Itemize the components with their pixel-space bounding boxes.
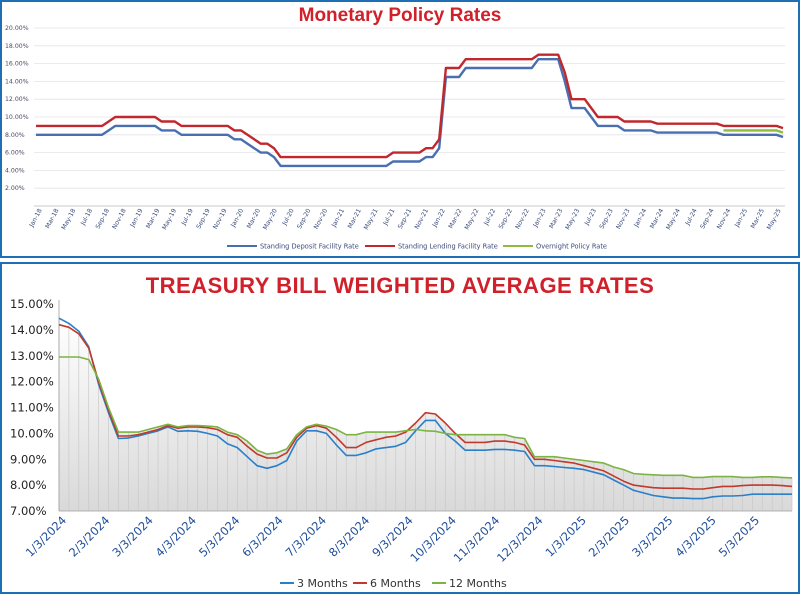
y-tick-label: 8.00% bbox=[10, 478, 47, 492]
x-tick-label: Jan-18 bbox=[28, 208, 44, 230]
x-tick-label: 1/3/2025 bbox=[542, 513, 588, 559]
x-tick-label: Mar-22 bbox=[447, 208, 463, 230]
x-tick-label: Jan-19 bbox=[129, 208, 145, 230]
x-tick-label: Nov-21 bbox=[414, 208, 431, 231]
x-tick-label: 8/3/2024 bbox=[326, 513, 372, 559]
x-tick-label: 10/3/2024 bbox=[407, 513, 459, 565]
x-tick-label: Mar-21 bbox=[347, 208, 363, 230]
monetary-policy-chart: 2.00% 4.00% 6.00% 8.00% 10.00% 12.00% 14.00% 16… bbox=[5, 25, 785, 251]
x-tick-label: May-18 bbox=[60, 208, 77, 231]
y-tick-label: 8.00% bbox=[5, 132, 25, 139]
x-tick-label: Sep-23 bbox=[598, 208, 614, 231]
x-tick-label: 12/3/2024 bbox=[494, 513, 546, 565]
y-tick-label: 9.00% bbox=[10, 452, 47, 466]
x-tick-label: Sep-22 bbox=[498, 208, 514, 231]
x-tick-label: May-22 bbox=[464, 208, 481, 231]
y-tick-label: 13.00% bbox=[10, 349, 54, 363]
x-tick-label: Jul-24 bbox=[684, 208, 699, 228]
x-tick-label: Nov-18 bbox=[111, 208, 128, 231]
legend-label: Standing Lending Facility Rate bbox=[398, 243, 498, 251]
y-tick-label: 15.00% bbox=[10, 297, 54, 311]
series-line-2 bbox=[723, 129, 784, 134]
x-tick-label: 4/3/2024 bbox=[153, 513, 199, 559]
x-tick-label: May-20 bbox=[262, 208, 279, 231]
chart-title: TREASURY BILL WEIGHTED AVERAGE RATES bbox=[145, 273, 655, 298]
y-tick-label: 10.00% bbox=[10, 426, 54, 440]
x-tick-label: Sep-24 bbox=[699, 208, 715, 231]
treasury-bill-chart: 7.00% 8.00% 9.00% 10.00% 11.00% 12.00% 13.00% 1… bbox=[10, 297, 793, 590]
y-tick-label: 18.00% bbox=[5, 43, 29, 50]
x-tick-label: 2/3/2025 bbox=[586, 513, 632, 559]
x-tick-label: Jan-22 bbox=[431, 208, 447, 230]
series-line-0 bbox=[36, 58, 784, 168]
y-tick-label: 14.00% bbox=[10, 323, 54, 337]
treasury-bill-chart-panel: TREASURY BILL WEIGHTED AVERAGE RATES 7.0… bbox=[0, 262, 800, 594]
series-line-1 bbox=[36, 53, 784, 159]
x-tick-label: 5/3/2025 bbox=[716, 513, 762, 559]
x-tick-label: May-23 bbox=[564, 208, 581, 231]
x-tick-label: 3/3/2024 bbox=[109, 513, 155, 559]
x-tick-label: Nov-23 bbox=[615, 208, 632, 231]
y-tick-label: 4.00% bbox=[5, 167, 25, 174]
x-tick-label: Sep-20 bbox=[296, 208, 312, 231]
x-tick-label: 4/3/2025 bbox=[672, 513, 718, 559]
x-tick-label: Nov-20 bbox=[313, 208, 330, 231]
y-tick-label: 20.00% bbox=[5, 25, 29, 32]
x-tick-label: 2/3/2024 bbox=[66, 513, 112, 559]
x-tick-label: Jul-21 bbox=[382, 208, 397, 228]
x-tick-label: Nov-24 bbox=[716, 208, 733, 231]
x-tick-label: Jan-21 bbox=[330, 208, 346, 230]
x-tick-label: Jan-20 bbox=[229, 208, 245, 230]
legend-label: 12 Months bbox=[449, 577, 507, 590]
legend-label: Overnight Policy Rate bbox=[536, 243, 607, 251]
x-tick-label: Sep-21 bbox=[397, 208, 413, 231]
x-tick-label: Jan-24 bbox=[633, 208, 649, 230]
x-tick-label: Jan-23 bbox=[532, 208, 548, 230]
x-tick-label: Nov-19 bbox=[212, 208, 229, 231]
x-tick-label: May-24 bbox=[665, 208, 682, 231]
chart-title: Monetary Policy Rates bbox=[298, 5, 502, 26]
y-tick-label: 7.00% bbox=[10, 504, 47, 518]
x-tick-label: Mar-19 bbox=[145, 208, 161, 230]
y-tick-label: 12.00% bbox=[5, 96, 29, 103]
x-tick-label: May-25 bbox=[766, 208, 783, 231]
y-tick-label: 12.00% bbox=[10, 375, 54, 389]
x-tick-label: Jul-19 bbox=[180, 208, 195, 228]
x-tick-label: 6/3/2024 bbox=[239, 513, 285, 559]
series-line-0 bbox=[58, 317, 792, 500]
y-tick-label: 16.00% bbox=[5, 61, 29, 68]
legend-label: Standing Deposit Facility Rate bbox=[260, 243, 359, 251]
x-tick-label: May-19 bbox=[161, 208, 178, 231]
x-tick-label: 7/3/2024 bbox=[283, 513, 329, 559]
x-tick-label: Mar-25 bbox=[750, 208, 766, 230]
legend-label: 3 Months bbox=[297, 577, 348, 590]
x-tick-label: Mar-18 bbox=[44, 208, 60, 230]
x-tick-label: May-21 bbox=[363, 208, 380, 231]
x-tick-label: Jul-18 bbox=[79, 208, 94, 228]
x-tick-label: Jul-20 bbox=[281, 208, 296, 228]
y-tick-label: 10.00% bbox=[5, 114, 29, 121]
series-line-1 bbox=[58, 323, 793, 490]
x-tick-label: Mar-24 bbox=[649, 208, 665, 230]
y-tick-label: 2.00% bbox=[5, 185, 25, 192]
x-tick-label: 11/3/2024 bbox=[451, 513, 503, 565]
x-tick-label: 3/3/2025 bbox=[629, 513, 675, 559]
x-tick-label: Mar-20 bbox=[246, 208, 262, 230]
x-tick-label: Sep-19 bbox=[195, 208, 211, 231]
x-tick-label: Jan-25 bbox=[733, 208, 749, 230]
monetary-policy-chart-panel: Monetary Policy Rates 2.00% 4.00% 6.00% 8.0… bbox=[0, 0, 800, 258]
x-tick-label: Mar-23 bbox=[548, 208, 564, 230]
y-tick-label: 11.00% bbox=[10, 401, 54, 415]
y-tick-label: 6.00% bbox=[5, 150, 25, 157]
x-tick-label: 1/3/2024 bbox=[23, 513, 69, 559]
series-line-2 bbox=[59, 356, 793, 479]
legend-label: 6 Months bbox=[370, 577, 421, 590]
x-tick-label: Nov-22 bbox=[514, 208, 531, 231]
x-tick-label: Jul-22 bbox=[482, 208, 497, 228]
x-tick-label: Sep-18 bbox=[95, 208, 111, 231]
x-tick-label: 5/3/2024 bbox=[196, 513, 242, 559]
y-tick-label: 14.00% bbox=[5, 78, 29, 85]
x-tick-label: Jul-23 bbox=[583, 208, 598, 228]
